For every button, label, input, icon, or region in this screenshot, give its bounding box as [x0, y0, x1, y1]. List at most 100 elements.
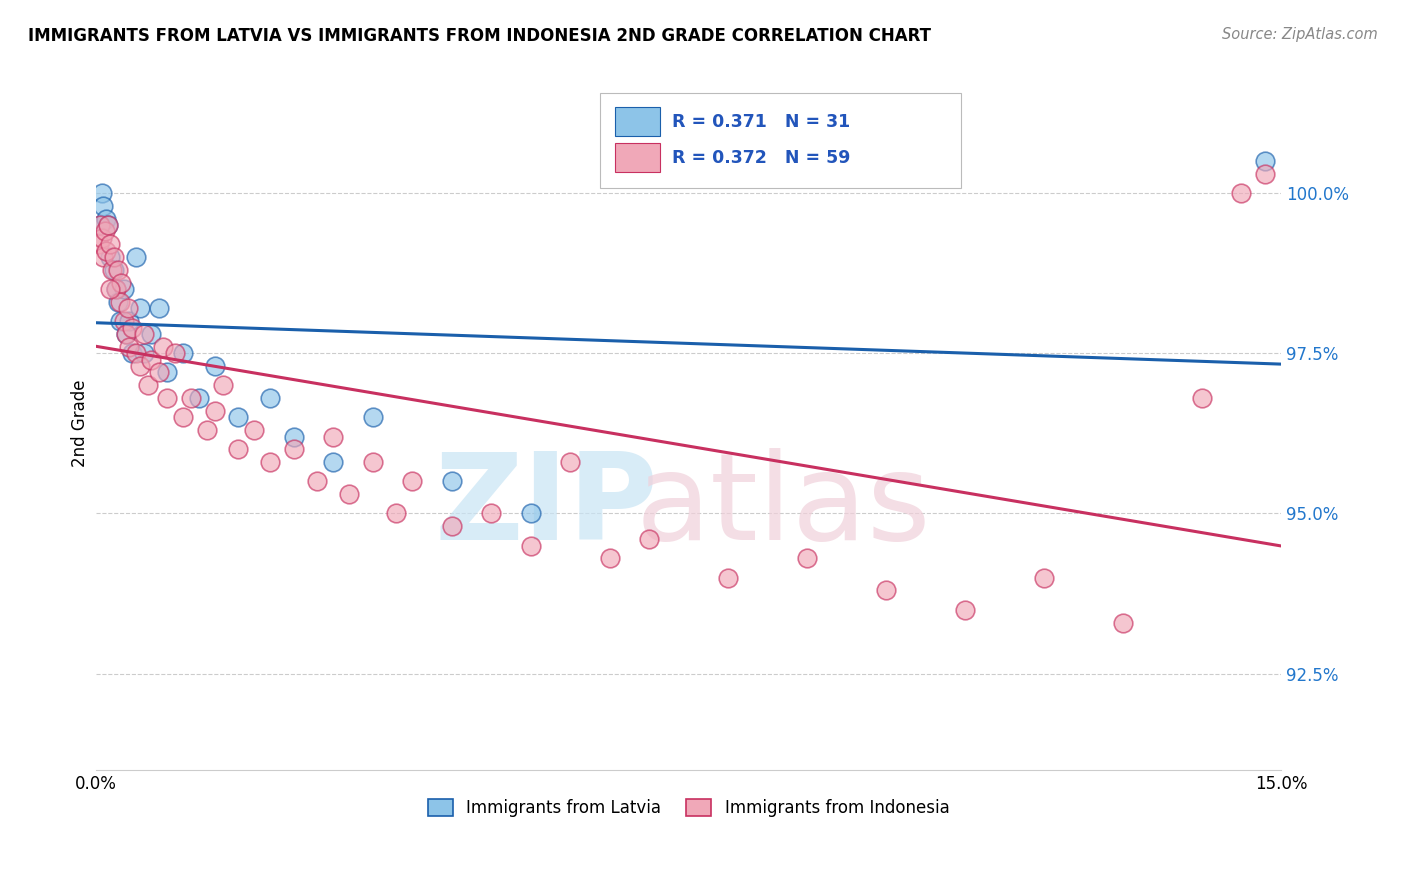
- Point: [141, 352, 163, 367]
- Point: [519, 507, 541, 521]
- Point: [440, 475, 463, 489]
- Point: [599, 551, 621, 566]
- Point: [1191, 391, 1213, 405]
- Point: [118, 340, 141, 354]
- Point: [124, 346, 146, 360]
- Point: [259, 391, 281, 405]
- Point: [283, 442, 305, 457]
- Point: [156, 391, 179, 405]
- Point: [953, 603, 976, 617]
- Point: [796, 551, 818, 566]
- FancyBboxPatch shape: [614, 107, 661, 136]
- Point: [172, 346, 194, 360]
- Point: [717, 571, 740, 585]
- Point: [172, 410, 194, 425]
- Point: [97, 218, 120, 232]
- Point: [1230, 186, 1253, 200]
- Point: [165, 346, 187, 360]
- Point: [128, 301, 150, 316]
- Point: [204, 359, 226, 373]
- Point: [361, 410, 384, 425]
- Point: [89, 218, 111, 232]
- Point: [204, 404, 226, 418]
- Point: [90, 231, 112, 245]
- Point: [98, 237, 121, 252]
- Point: [558, 455, 581, 469]
- Point: [112, 314, 135, 328]
- Point: [124, 250, 146, 264]
- Point: [1033, 571, 1056, 585]
- Point: [132, 346, 155, 360]
- Point: [108, 314, 131, 328]
- Point: [103, 262, 125, 277]
- Point: [103, 250, 125, 264]
- Y-axis label: 2nd Grade: 2nd Grade: [72, 380, 89, 467]
- Point: [401, 475, 423, 489]
- Point: [283, 429, 305, 443]
- Point: [104, 282, 127, 296]
- Point: [115, 326, 138, 341]
- Point: [259, 455, 281, 469]
- FancyBboxPatch shape: [600, 93, 962, 188]
- Point: [228, 410, 250, 425]
- Text: atlas: atlas: [636, 449, 931, 566]
- Point: [97, 218, 120, 232]
- Point: [440, 519, 463, 533]
- Point: [156, 366, 179, 380]
- Text: R = 0.372   N = 59: R = 0.372 N = 59: [672, 149, 851, 167]
- Point: [117, 301, 139, 316]
- Text: IMMIGRANTS FROM LATVIA VS IMMIGRANTS FROM INDONESIA 2ND GRADE CORRELATION CHART: IMMIGRANTS FROM LATVIA VS IMMIGRANTS FRO…: [28, 27, 931, 45]
- Point: [228, 442, 250, 457]
- Point: [211, 378, 233, 392]
- Legend: Immigrants from Latvia, Immigrants from Indonesia: Immigrants from Latvia, Immigrants from …: [422, 792, 956, 824]
- Point: [875, 583, 897, 598]
- Point: [107, 262, 129, 277]
- Point: [96, 244, 118, 258]
- Point: [180, 391, 202, 405]
- Point: [187, 391, 209, 405]
- Point: [152, 340, 174, 354]
- FancyBboxPatch shape: [614, 144, 661, 172]
- Point: [108, 294, 131, 309]
- Point: [94, 211, 117, 226]
- Point: [638, 532, 661, 546]
- Text: ZIP: ZIP: [434, 449, 658, 566]
- Point: [307, 475, 329, 489]
- Point: [243, 423, 266, 437]
- Point: [195, 423, 218, 437]
- Point: [121, 346, 143, 360]
- Point: [148, 366, 170, 380]
- Point: [385, 507, 408, 521]
- Point: [90, 186, 112, 200]
- Point: [100, 250, 122, 264]
- Point: [128, 359, 150, 373]
- Point: [148, 301, 170, 316]
- Point: [322, 455, 344, 469]
- Point: [104, 282, 127, 296]
- Point: [1112, 615, 1135, 630]
- Point: [107, 294, 129, 309]
- Point: [112, 282, 135, 296]
- Point: [94, 224, 117, 238]
- Point: [337, 487, 360, 501]
- Point: [519, 539, 541, 553]
- Point: [132, 326, 155, 341]
- Point: [91, 250, 114, 264]
- Point: [479, 507, 502, 521]
- Text: Source: ZipAtlas.com: Source: ZipAtlas.com: [1222, 27, 1378, 42]
- Point: [110, 276, 132, 290]
- Point: [141, 326, 163, 341]
- Point: [91, 199, 114, 213]
- Point: [118, 314, 141, 328]
- Point: [87, 237, 110, 252]
- Point: [322, 429, 344, 443]
- Text: R = 0.371   N = 31: R = 0.371 N = 31: [672, 112, 851, 131]
- Point: [136, 378, 159, 392]
- Point: [101, 262, 124, 277]
- Point: [115, 326, 138, 341]
- Point: [1254, 167, 1277, 181]
- Point: [89, 218, 111, 232]
- Point: [361, 455, 384, 469]
- Point: [100, 282, 122, 296]
- Point: [121, 320, 143, 334]
